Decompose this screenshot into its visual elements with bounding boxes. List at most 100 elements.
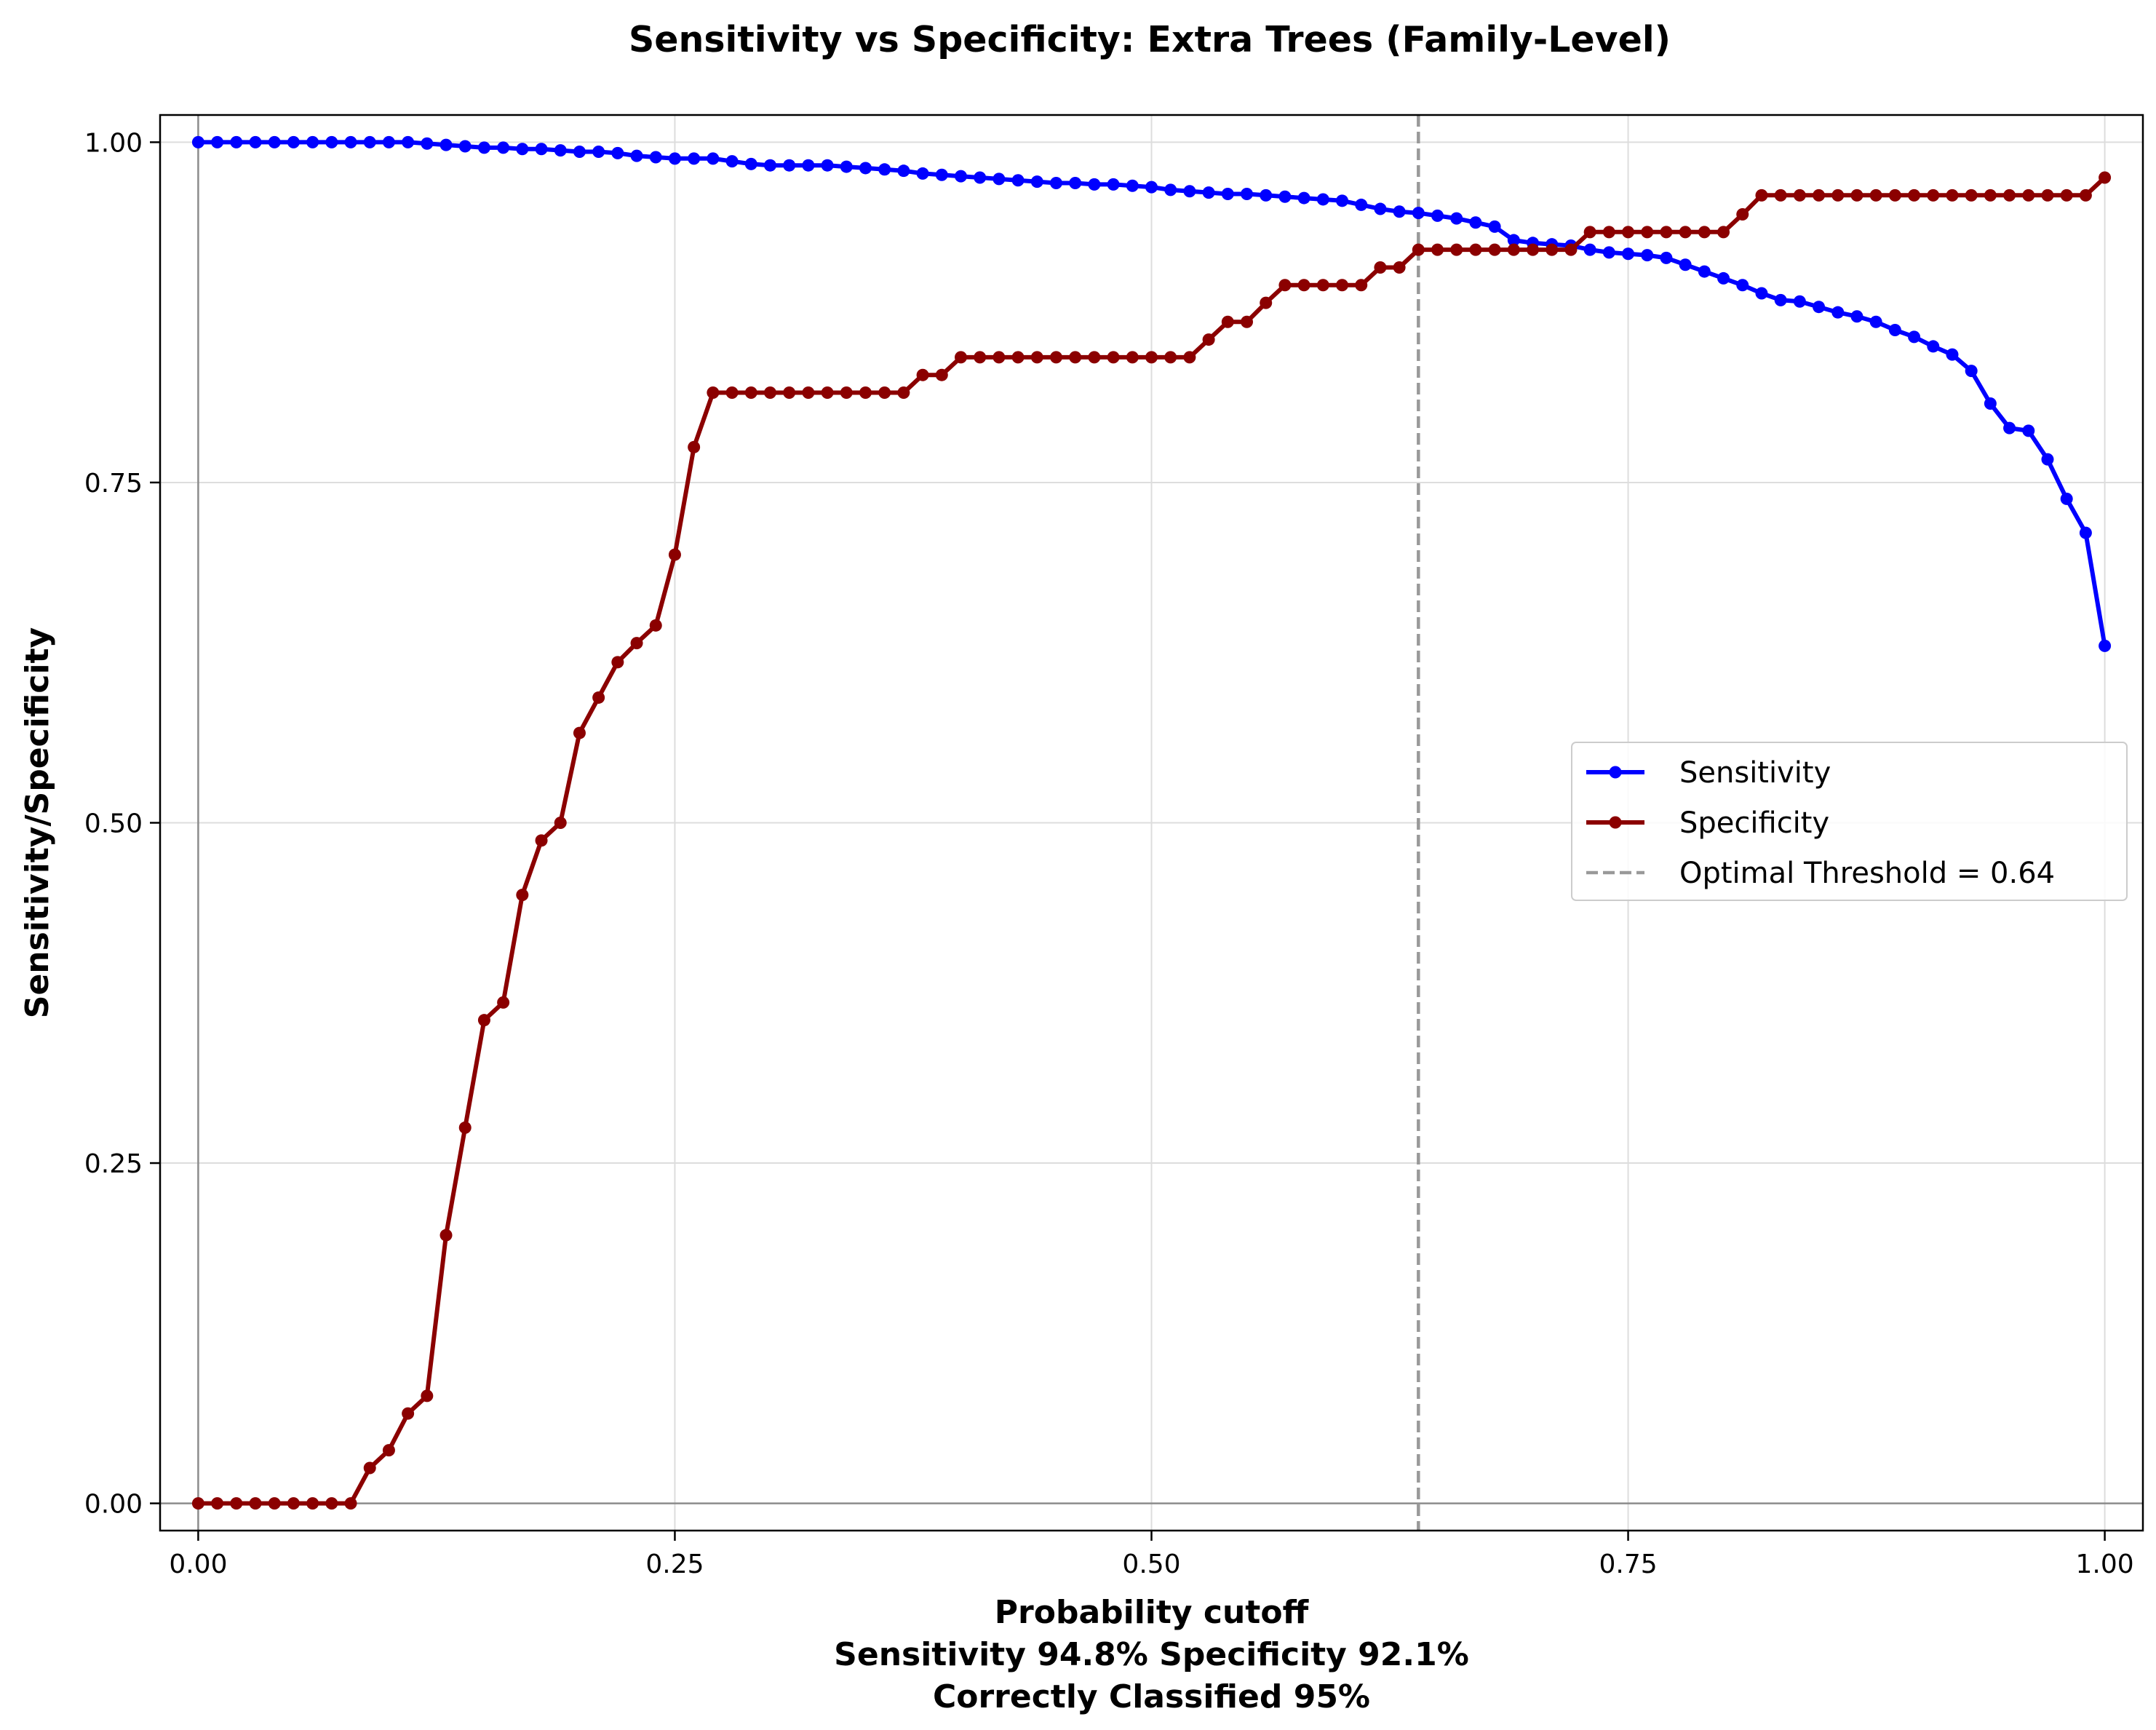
specificity-point bbox=[1202, 333, 1215, 346]
specificity-point bbox=[744, 386, 757, 400]
y-tick-label: 0.75 bbox=[84, 469, 143, 499]
sensitivity-point bbox=[1107, 178, 1120, 191]
sensitivity-point bbox=[916, 167, 929, 180]
y-axis-label: Sensitivity/Specificity bbox=[19, 627, 56, 1018]
specificity-point bbox=[1698, 226, 1711, 239]
specificity-point bbox=[993, 351, 1006, 364]
specificity-point bbox=[1088, 351, 1101, 364]
sensitivity-point bbox=[2079, 526, 2092, 539]
sensitivity-point bbox=[1583, 243, 1596, 256]
specificity-point bbox=[1927, 189, 1940, 202]
sensitivity-point bbox=[2041, 453, 2054, 466]
specificity-point bbox=[1316, 279, 1329, 292]
sensitivity-point bbox=[1813, 301, 1826, 314]
sensitivity-point bbox=[1374, 202, 1387, 215]
specificity-point bbox=[1164, 351, 1177, 364]
sensitivity-point bbox=[1831, 306, 1845, 319]
sensitivity-point bbox=[1241, 187, 1254, 200]
sensitivity-point bbox=[1164, 183, 1177, 197]
specificity-point bbox=[1107, 351, 1120, 364]
specificity-point bbox=[954, 351, 967, 364]
sensitivity-point bbox=[1507, 234, 1520, 247]
sensitivity-point bbox=[2003, 421, 2016, 435]
specificity-point bbox=[1049, 351, 1062, 364]
y-tick-label: 0.50 bbox=[84, 809, 143, 839]
sensitivity-point bbox=[840, 160, 853, 173]
x-tick-label: 0.75 bbox=[1599, 1550, 1657, 1579]
specificity-point bbox=[1278, 279, 1292, 292]
axes: 0.00 0.25 0.50 0.75 1.00 0.00 0.25 0.50 0.75 1.00 bbox=[84, 114, 2144, 1579]
sensitivity-point bbox=[1355, 198, 1368, 211]
specificity-point bbox=[1260, 296, 1273, 309]
specificity-point bbox=[325, 1497, 338, 1510]
sensitivity-point bbox=[1660, 251, 1673, 264]
specificity-point bbox=[458, 1121, 472, 1134]
specificity-point bbox=[1888, 189, 1901, 202]
specificity-point bbox=[191, 1497, 204, 1510]
y-tick-label: 0.25 bbox=[84, 1149, 143, 1179]
sensitivity-point bbox=[878, 163, 891, 176]
specificity-point bbox=[2079, 189, 2092, 202]
sensitivity-point bbox=[306, 135, 319, 148]
sensitivity-point bbox=[1336, 194, 1349, 207]
x-tick-label: 1.00 bbox=[2076, 1550, 2134, 1579]
sensitivity-point bbox=[668, 152, 681, 165]
specificity-point bbox=[1774, 189, 1787, 202]
sensitivity-point bbox=[1260, 189, 1273, 202]
sensitivity-point bbox=[974, 171, 987, 184]
specificity-point bbox=[2003, 189, 2016, 202]
sensitivity-point bbox=[1793, 295, 1806, 308]
specificity-point bbox=[1374, 261, 1387, 274]
specificity-point bbox=[1450, 243, 1463, 256]
legend: Sensitivity Specificity Optimal Threshold … bbox=[1571, 742, 2128, 901]
sensitivity-point bbox=[2060, 492, 2073, 505]
sensitivity-point bbox=[1469, 216, 1482, 229]
sensitivity-point bbox=[249, 135, 262, 148]
sensitivity-point bbox=[725, 155, 739, 168]
specificity-point bbox=[1717, 226, 1730, 239]
sensitivity-point bbox=[1393, 205, 1406, 218]
sensitivity-point bbox=[954, 170, 967, 183]
specificity-point bbox=[688, 440, 701, 453]
sensitivity-point bbox=[1869, 315, 1882, 328]
specificity-point bbox=[1965, 189, 1978, 202]
specificity-point bbox=[306, 1497, 319, 1510]
specificity-point bbox=[402, 1407, 415, 1420]
sensitivity-point bbox=[477, 141, 490, 154]
sensitivity-point bbox=[1679, 258, 1692, 271]
sensitivity-point bbox=[744, 157, 757, 170]
specificity-point bbox=[1755, 189, 1768, 202]
specificity-point bbox=[1660, 226, 1673, 239]
sensitivity-point bbox=[573, 145, 586, 158]
x-axis-label: Probability cutoff bbox=[995, 1594, 1310, 1631]
series-layer bbox=[191, 135, 2112, 1510]
specificity-point bbox=[1126, 351, 1139, 364]
specificity-point bbox=[1355, 279, 1368, 292]
specificity-point bbox=[1183, 351, 1196, 364]
y-tick-label: 1.00 bbox=[84, 128, 143, 158]
sensitivity-point bbox=[592, 145, 605, 158]
specificity-point bbox=[1946, 189, 1959, 202]
specificity-point bbox=[1412, 243, 1425, 256]
sensitivity-point bbox=[993, 172, 1006, 186]
sensitivity-point bbox=[1183, 185, 1196, 198]
sensitivity-point bbox=[688, 152, 701, 165]
specificity-point bbox=[1602, 226, 1615, 239]
sensitivity-point bbox=[325, 135, 338, 148]
sensitivity-point bbox=[497, 141, 510, 154]
specificity-point bbox=[1736, 208, 1749, 221]
series-specificity bbox=[191, 171, 2112, 1510]
specificity-point bbox=[249, 1497, 262, 1510]
specificity-point bbox=[611, 656, 624, 669]
legend-label: Sensitivity bbox=[1679, 756, 1831, 790]
sensitivity-point bbox=[1622, 247, 1635, 261]
specificity-point bbox=[1527, 243, 1540, 256]
sensitivity-point bbox=[1755, 287, 1768, 300]
sensitivity-point bbox=[1774, 293, 1787, 306]
sensitivity-point bbox=[859, 162, 872, 175]
specificity-point bbox=[1241, 315, 1254, 328]
specificity-point bbox=[1431, 243, 1444, 256]
specificity-point bbox=[535, 834, 548, 847]
sensitivity-point bbox=[1450, 212, 1463, 225]
